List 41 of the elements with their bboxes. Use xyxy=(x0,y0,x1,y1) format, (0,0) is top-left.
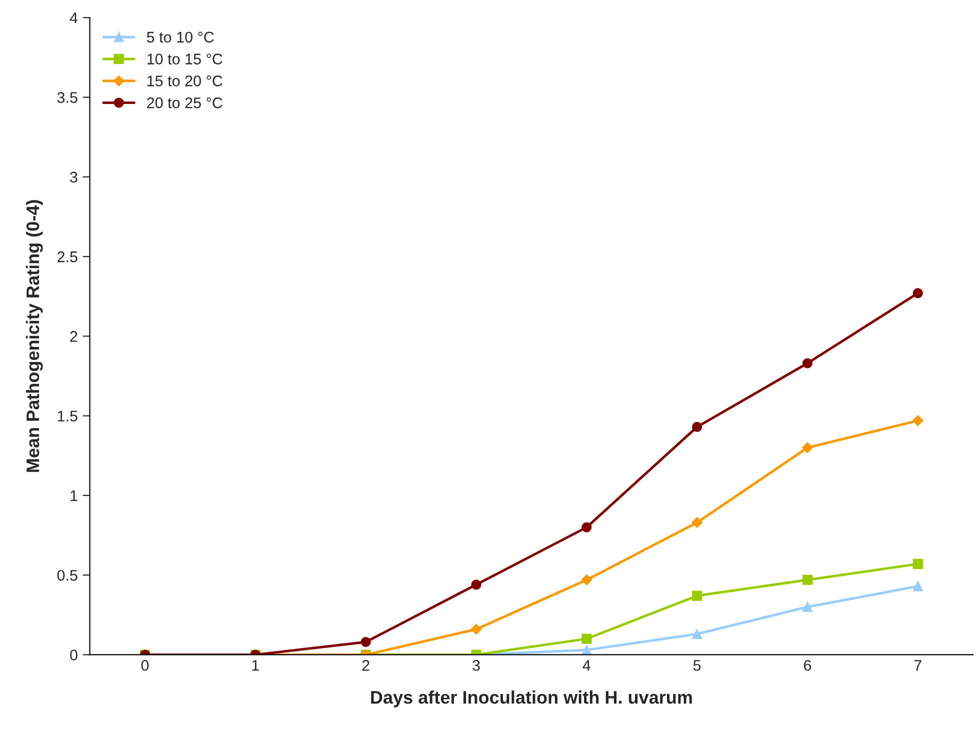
y-tick-label: 3 xyxy=(70,172,78,183)
point xyxy=(692,517,702,528)
y-tick-label: 3.5 xyxy=(57,92,78,103)
point xyxy=(582,522,592,532)
point xyxy=(912,581,923,592)
x-tick-label: 6 xyxy=(804,660,812,671)
point xyxy=(581,574,592,586)
x-tick-label: 0 xyxy=(141,660,149,671)
point xyxy=(912,558,923,569)
point xyxy=(471,580,482,590)
point xyxy=(692,628,702,640)
point xyxy=(802,602,812,612)
point xyxy=(582,634,592,644)
point xyxy=(692,422,702,432)
x-tick-label: 4 xyxy=(582,660,590,671)
y-tick-label: 2.5 xyxy=(58,251,78,262)
point xyxy=(912,288,923,298)
y-tick-label: 0.5 xyxy=(57,570,78,581)
legend-label: 5 to 10 °C xyxy=(146,32,214,43)
point xyxy=(692,590,702,601)
y-axis-title: Mean Pathogenicity Rating (0-4) xyxy=(26,200,43,472)
y-tick-label: 0 xyxy=(70,650,78,660)
x-tick-label: 3 xyxy=(472,660,480,671)
y-tick-label: 4 xyxy=(70,12,78,24)
x-tick-label: 1 xyxy=(252,660,259,671)
x-axis-title: Days after Inoculation with H. uvarum xyxy=(371,690,692,708)
point xyxy=(802,442,813,454)
x-tick-label: 2 xyxy=(362,660,370,671)
y-tick-label: 1 xyxy=(70,490,78,501)
point xyxy=(802,574,812,585)
legend-label: 10 to 15 °C xyxy=(147,54,222,64)
point xyxy=(470,624,482,635)
point xyxy=(912,415,924,426)
y-tick-label: 2 xyxy=(70,331,78,342)
x-tick-label: 7 xyxy=(914,660,922,671)
legend-label: 15 to 20 °C xyxy=(147,76,222,86)
x-tick-label: 5 xyxy=(693,660,701,671)
point xyxy=(802,358,812,368)
y-tick-label: 1.5 xyxy=(58,410,78,422)
legend-label: 20 to 25 °C xyxy=(147,97,222,108)
point xyxy=(360,636,371,648)
